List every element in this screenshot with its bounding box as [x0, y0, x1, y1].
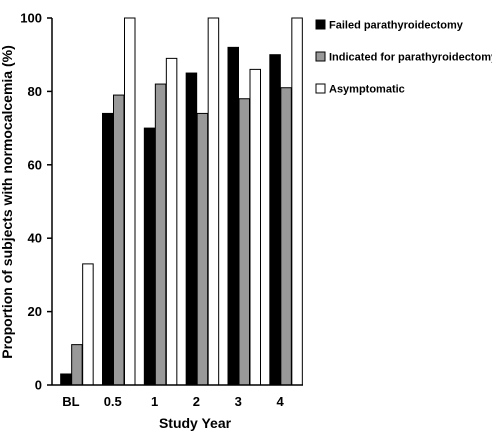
y-axis-ticks: 0 20 40 60 80 100: [20, 11, 52, 393]
x-tick-label: BL: [62, 394, 79, 409]
y-tick-label: 100: [20, 11, 42, 26]
bar-indicated-for-parathyroidectomy-1: [154, 83, 167, 386]
x-tick-label: 4: [276, 394, 284, 409]
y-tick-label: 20: [28, 304, 42, 319]
bar-failed-parathyroidectomy-4: [269, 54, 281, 386]
legend-swatch: [315, 19, 326, 30]
y-tick-label: 40: [28, 231, 42, 246]
bar-asymptomatic-3: [249, 68, 261, 386]
x-axis-title: Study Year: [159, 415, 232, 431]
y-tick-label: 60: [28, 157, 42, 172]
bar-failed-parathyroidectomy-3: [227, 46, 239, 386]
bar-asymptomatic-0-5: [124, 17, 136, 386]
x-tick-label: 0.5: [104, 394, 122, 409]
legend: Failed parathyroidectomy Indicated for pa…: [315, 19, 492, 96]
x-tick-label: 2: [193, 394, 200, 409]
x-tick-label: 3: [235, 394, 242, 409]
bars: [60, 17, 303, 386]
bar-asymptomatic-2: [207, 17, 220, 386]
bar-indicated-for-parathyroidectomy-0-5: [113, 94, 125, 386]
bar-asymptomatic-bl: [82, 263, 94, 386]
legend-label: Failed parathyroidectomy: [329, 20, 464, 32]
plot-area: 0 20 40 60 80 100 BL 0.5 1 2 3 4: [20, 11, 303, 409]
bar-failed-parathyroidectomy-bl: [60, 373, 72, 386]
legend-label: Indicated for parathyroidectomy: [329, 52, 492, 64]
legend-swatch: [315, 83, 326, 94]
x-axis-ticks: BL 0.5 1 2 3 4: [62, 394, 284, 409]
y-tick-label: 80: [28, 84, 42, 99]
y-tick-label: 0: [35, 378, 42, 393]
y-axis-title: Proportion of subjects with normocalcemi…: [0, 45, 15, 358]
bar-indicated-for-parathyroidectomy-4: [280, 87, 292, 386]
x-tick-label: 1: [151, 394, 158, 409]
legend-label: Asymptomatic: [329, 84, 405, 96]
bar-failed-parathyroidectomy-1: [143, 127, 156, 386]
bar-indicated-for-parathyroidectomy-2: [196, 112, 209, 386]
bar-failed-parathyroidectomy-2: [185, 72, 198, 386]
bar-indicated-for-parathyroidectomy-bl: [71, 344, 83, 386]
bar-failed-parathyroidectomy-0-5: [102, 112, 114, 386]
bar-asymptomatic-4: [291, 17, 303, 386]
bar-asymptomatic-1: [165, 57, 178, 386]
legend-swatch: [315, 51, 326, 62]
bar-indicated-for-parathyroidectomy-3: [238, 98, 250, 386]
